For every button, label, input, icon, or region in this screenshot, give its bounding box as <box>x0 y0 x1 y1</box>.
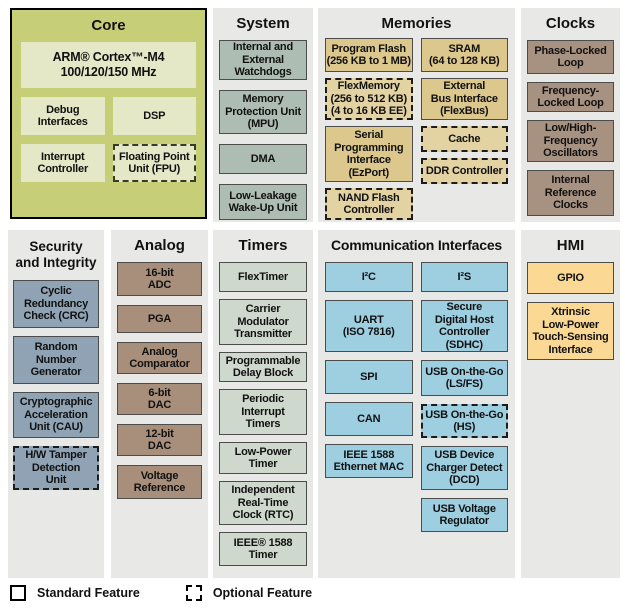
block-cyclic-redundancy-check-crc: Cyclic Redundancy Check (CRC) <box>13 280 99 328</box>
panel-timers-column-1: FlexTimer Carrier Modulator Transmitter Pr… <box>219 262 307 566</box>
panel-hmi: HMI GPIO Xtrinsic Low-Power Touch-Sensing … <box>521 230 620 578</box>
block-cache: Cache <box>420 126 508 152</box>
panel-comm-column-2: I²S Secure Digital Host Controller (SDHC)… <box>420 262 508 532</box>
standard-feature-label: Standard Feature <box>37 586 140 600</box>
standard-feature-swatch <box>10 585 26 601</box>
panel-title-comm: Communication Interfaces <box>330 237 502 253</box>
panel-system-column-1: Internal and External Watchdogs Memory Pr… <box>219 40 307 220</box>
panel-comm: Communication Interfaces I²C UART (ISO 781… <box>318 230 515 578</box>
panel-title-memories: Memories <box>381 15 452 32</box>
panel-core-column-2: DSP Floating Point Unit (FPU) <box>112 97 196 182</box>
block-independent-real-time-clock-rtc: Independent Real-Time Clock (RTC) <box>219 481 307 525</box>
block-periodic-interrupt-timers: Periodic Interrupt Timers <box>219 389 307 435</box>
block-low-power-timer: Low-Power Timer <box>219 442 307 474</box>
block-i2s: I²S <box>420 262 508 292</box>
block-dma: DMA <box>219 144 307 174</box>
block-dsp: DSP <box>112 97 196 135</box>
panel-timers: Timers FlexTimer Carrier Modulator Transmi… <box>213 230 313 578</box>
legend: Standard Feature Optional Feature <box>10 585 312 601</box>
block-arm-cortex-m4-100-120-150-mhz: ARM® Cortex™-M4 100/120/150 MHz <box>21 42 196 88</box>
block-uart-iso-7816: UART (ISO 7816) <box>325 300 413 352</box>
block-carrier-modulator-transmitter: Carrier Modulator Transmitter <box>219 299 307 345</box>
block-analog-comparator: Analog Comparator <box>117 342 202 374</box>
block-spi: SPI <box>325 360 413 394</box>
block-sram-64-to-128-kb: SRAM (64 to 128 KB) <box>420 38 508 72</box>
block-nand-flash-controller: NAND Flash Controller <box>325 188 413 220</box>
block-voltage-reference: Voltage Reference <box>117 465 202 499</box>
panel-memories-column-1: Program Flash (256 KB to 1 MB) FlexMemory… <box>325 38 413 220</box>
block-ieee-1588-ethernet-mac: IEEE 1588 Ethernet MAC <box>325 444 413 478</box>
panel-title-security: Security and Integrity <box>15 239 97 270</box>
panel-title-analog: Analog <box>134 237 185 254</box>
panel-core: Core ARM® Cortex™-M4 100/120/150 MHz Debug… <box>10 8 207 219</box>
block-can: CAN <box>325 402 413 436</box>
block-xtrinsic-low-power-touch-sensing-interface: Xtrinsic Low-Power Touch-Sensing Interfa… <box>527 302 614 360</box>
panel-comm-column-1: I²C UART (ISO 7816) SPI CAN IEEE 1588 Ethern… <box>325 262 413 532</box>
optional-feature-label: Optional Feature <box>212 586 313 600</box>
block-cryptographic-acceleration-unit-cau: Cryptographic Acceleration Unit (CAU) <box>13 392 99 438</box>
block-usb-on-the-go-ls-fs: USB On-the-Go (LS/FS) <box>420 360 508 396</box>
panel-title-system: System <box>236 15 290 32</box>
panel-memories: Memories Program Flash (256 KB to 1 MB) Fl… <box>318 8 515 222</box>
block-usb-voltage-regulator: USB Voltage Regulator <box>420 498 508 532</box>
block-16-bit-adc: 16-bit ADC <box>117 262 202 296</box>
block-ieee-1588-timer: IEEE® 1588 Timer <box>219 532 307 566</box>
block-low-leakage-wake-up-unit: Low-Leakage Wake-Up Unit <box>219 184 307 220</box>
block-pga: PGA <box>117 305 202 333</box>
block-internal-and-external-watchdogs: Internal and External Watchdogs <box>219 40 307 80</box>
panel-title-hmi: HMI <box>556 237 585 254</box>
block-interrupt-controller: Interrupt Controller <box>21 144 105 182</box>
panel-memories-column-2: SRAM (64 to 128 KB) External Bus Interfac… <box>420 38 508 220</box>
block-ddr-controller: DDR Controller <box>420 158 508 184</box>
block-12-bit-dac: 12-bit DAC <box>117 424 202 456</box>
block-6-bit-dac: 6-bit DAC <box>117 383 202 415</box>
block-program-flash-256-kb-to-1-mb: Program Flash (256 KB to 1 MB) <box>325 38 413 72</box>
block-i2c: I²C <box>325 262 413 292</box>
panel-system: System Internal and External Watchdogs Mem… <box>213 8 313 222</box>
block-serial-programming-interface-ezport: Serial Programming Interface (EzPort) <box>325 126 413 182</box>
block-flexmemory-256-to-512-kb-4-to-16-kb-ee: FlexMemory (256 to 512 KB) (4 to 16 KB E… <box>325 78 413 120</box>
block-usb-on-the-go-hs: USB On-the-Go (HS) <box>420 404 508 438</box>
block-phase-locked-loop: Phase-Locked Loop <box>527 40 614 74</box>
block-debug-interfaces: Debug Interfaces <box>21 97 105 135</box>
block-frequency-locked-loop: Frequency- Locked Loop <box>527 82 614 112</box>
block-programmable-delay-block: Programmable Delay Block <box>219 352 307 382</box>
block-internal-reference-clocks: Internal Reference Clocks <box>527 170 614 216</box>
panel-security-column-1: Cyclic Redundancy Check (CRC) Random Numb… <box>13 280 99 490</box>
panel-title-clocks: Clocks <box>545 15 596 32</box>
panel-title-timers: Timers <box>238 237 288 254</box>
block-h-w-tamper-detection-unit: H/W Tamper Detection Unit <box>13 446 99 490</box>
optional-feature-swatch <box>185 585 202 601</box>
panel-core-column-1: Debug Interfaces Interrupt Controller <box>21 97 105 182</box>
block-memory-protection-unit-mpu: Memory Protection Unit (MPU) <box>219 90 307 134</box>
panel-analog: Analog 16-bit ADC PGA Analog Comparator 6-bi… <box>111 230 208 578</box>
panel-clocks: Clocks Phase-Locked Loop Frequency- Locked… <box>521 8 620 222</box>
block-external-bus-interface-flexbus: External Bus Interface (FlexBus) <box>420 78 508 120</box>
panel-security: Security and Integrity Cyclic Redundancy … <box>8 230 104 578</box>
panel-clocks-column-1: Phase-Locked Loop Frequency- Locked Loop L… <box>527 40 614 216</box>
block-floating-point-unit-fpu: Floating Point Unit (FPU) <box>112 144 196 182</box>
block-low-high-frequency-oscillators: Low/High- Frequency Oscillators <box>527 120 614 162</box>
block-gpio: GPIO <box>527 262 614 294</box>
block-random-number-generator: Random Number Generator <box>13 336 99 384</box>
block-secure-digital-host-controller-sdhc: Secure Digital Host Controller (SDHC) <box>420 300 508 352</box>
panel-analog-column-1: 16-bit ADC PGA Analog Comparator 6-bit DAC 1… <box>117 262 202 499</box>
block-usb-device-charger-detect-dcd: USB Device Charger Detect (DCD) <box>420 446 508 490</box>
panel-hmi-column-1: GPIO Xtrinsic Low-Power Touch-Sensing Int… <box>527 262 614 360</box>
panel-title-core: Core <box>91 17 126 34</box>
block-flextimer: FlexTimer <box>219 262 307 292</box>
